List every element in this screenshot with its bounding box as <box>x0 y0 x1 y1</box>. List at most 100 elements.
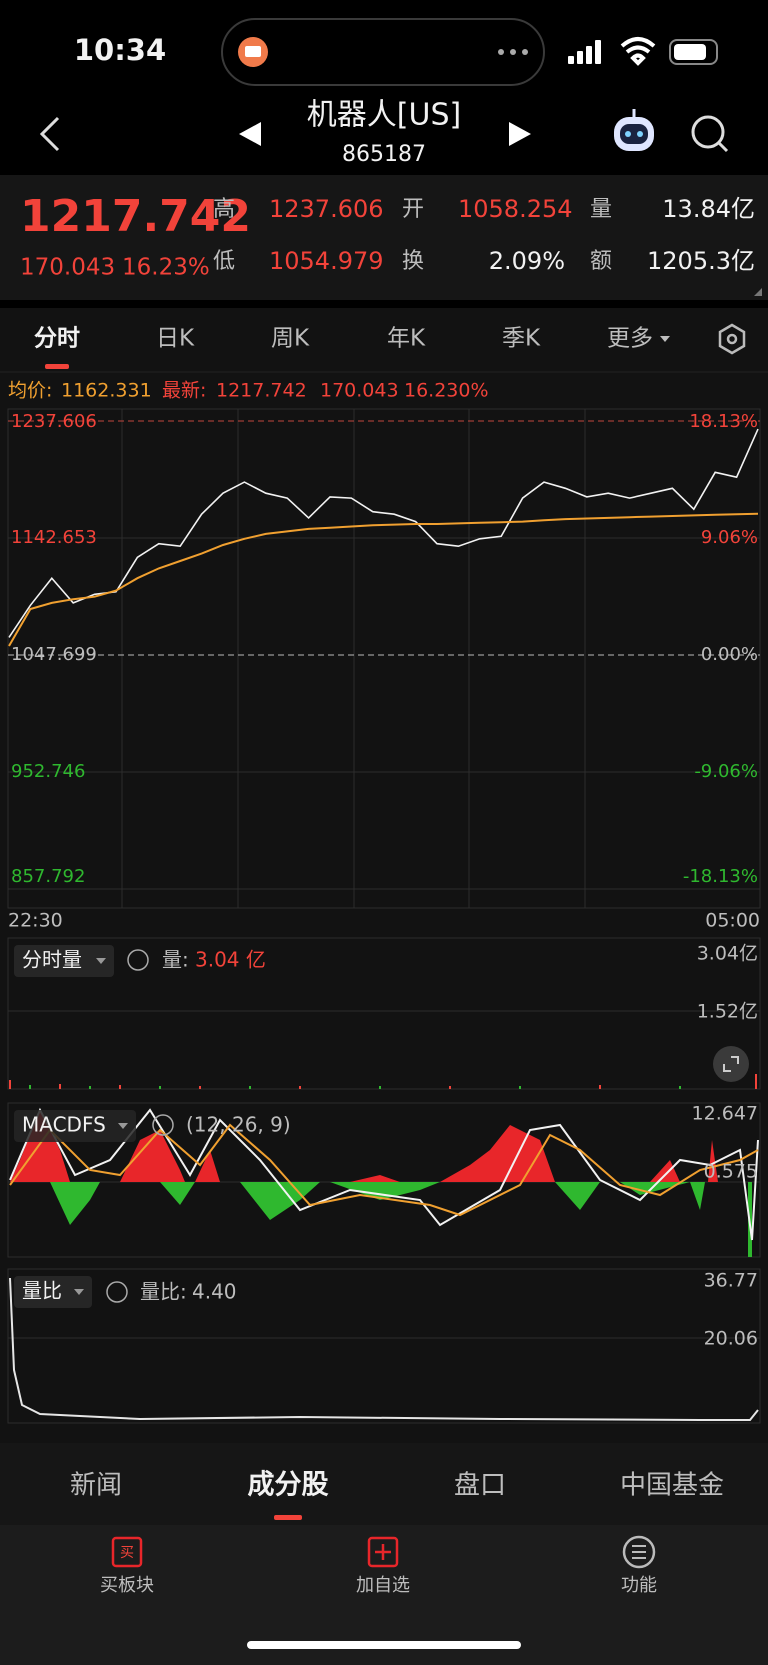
ratio-tick: 36.77 <box>704 1270 758 1292</box>
price-change: 170.043 <box>20 255 115 281</box>
volume-label: 量: <box>162 948 189 972</box>
volume-frame <box>7 937 761 1090</box>
volume-bars <box>29 1085 681 1089</box>
ratio-selector-label: 量比 <box>22 1279 62 1303</box>
buy-glyph: 买 <box>120 1545 134 1561</box>
tab[interactable]: 更多 <box>607 326 653 352</box>
tab-indicator <box>45 364 69 369</box>
y-tick-label: 1237.606 <box>11 411 97 432</box>
chart-frame <box>7 408 761 909</box>
separator <box>0 300 768 308</box>
battery-icon <box>669 39 718 65</box>
volume-bars <box>9 1074 757 1089</box>
tab[interactable]: 周K <box>271 326 310 352</box>
field-value: 1054.979 <box>269 247 384 275</box>
bottom-tabs-bg <box>0 1443 768 1525</box>
back-button[interactable] <box>39 116 60 152</box>
field-value: 13.84亿 <box>662 195 755 223</box>
assistant-icon[interactable] <box>614 109 654 151</box>
field-value: 2.09% <box>489 247 565 275</box>
bottom-tab-indicator <box>274 1515 302 1520</box>
more-caret <box>660 336 670 342</box>
search-button[interactable] <box>691 115 725 149</box>
tab-active[interactable]: 分时 <box>34 326 80 352</box>
y-tick-label: 1047.699 <box>11 644 97 665</box>
tab[interactable]: 年K <box>387 326 426 352</box>
field-label: 量 <box>590 197 612 222</box>
volume-selector-label: 分时量 <box>22 948 82 972</box>
menu-glyph <box>632 1545 646 1559</box>
field-value: 1205.3亿 <box>647 247 755 275</box>
bottom-tab[interactable]: 新闻 <box>70 1471 122 1501</box>
macd-hist <box>50 1182 752 1257</box>
macd-selector[interactable] <box>14 1110 136 1142</box>
expand-glyph <box>723 1056 739 1072</box>
bottom-tab[interactable]: 盘口 <box>454 1471 506 1501</box>
macd-tick: 0.575 <box>704 1161 758 1183</box>
help-icon[interactable] <box>106 1281 128 1303</box>
stock-title: 机器人[US] <box>307 98 461 133</box>
start-time: 22:30 <box>8 910 63 932</box>
macd-selector-label: MACDFS <box>22 1113 106 1137</box>
settings-dot <box>726 333 738 345</box>
ratio-line <box>9 1277 759 1421</box>
pct-tick-label: -18.13% <box>683 866 758 887</box>
tool-label[interactable]: 买板块 <box>100 1575 154 1596</box>
quote-bg <box>0 175 768 300</box>
field-label: 开 <box>402 197 424 222</box>
price-pct: 16.23% <box>122 255 210 281</box>
add-watch-icon[interactable] <box>367 1536 399 1568</box>
y-tick-label: 1142.653 <box>11 527 97 548</box>
expand-button[interactable] <box>713 1046 749 1082</box>
y-tick-label: 857.792 <box>11 866 85 887</box>
selector-caret <box>74 1289 84 1295</box>
latest-change: 170.043 <box>320 380 399 402</box>
volume-value: 3.04 亿 <box>195 948 266 972</box>
help-icon[interactable] <box>127 949 149 971</box>
field-label: 低 <box>213 249 235 274</box>
last-price: 1217.742 <box>20 191 251 242</box>
function-icon[interactable] <box>622 1535 656 1569</box>
macd-hist <box>10 1110 718 1182</box>
island-dots <box>498 49 528 55</box>
tool-label[interactable]: 加自选 <box>356 1575 410 1596</box>
signal-icon <box>568 40 601 64</box>
next-button[interactable] <box>509 122 531 146</box>
tab[interactable]: 季K <box>502 326 541 352</box>
prev-button[interactable] <box>239 122 261 146</box>
signal-line <box>9 1123 759 1217</box>
tool-label[interactable]: 功能 <box>621 1575 657 1596</box>
volume-tick: 1.52亿 <box>697 1001 758 1023</box>
settings-button[interactable] <box>718 323 746 355</box>
buy-sector-icon[interactable] <box>111 1536 143 1568</box>
end-time: 05:00 <box>705 910 760 932</box>
home-indicator <box>247 1641 521 1649</box>
selector-caret <box>118 1123 128 1129</box>
status-time: 10:34 <box>74 33 166 67</box>
avg-label: 均价: <box>8 380 52 402</box>
field-label: 高 <box>213 197 235 222</box>
bottom-tab[interactable]: 中国基金 <box>620 1471 724 1501</box>
help-icon[interactable] <box>152 1114 174 1136</box>
ratio-value: 4.40 <box>192 1280 237 1304</box>
plus-glyph <box>375 1544 391 1560</box>
y-tick-label: 952.746 <box>11 761 85 782</box>
ratio-label: 量比: <box>140 1280 187 1304</box>
volume-selector[interactable] <box>14 945 114 977</box>
ratio-selector[interactable] <box>14 1276 92 1308</box>
stock-code: 865187 <box>342 142 426 167</box>
macd-tick: 12.647 <box>692 1103 758 1125</box>
latest-value: 1217.742 <box>216 380 307 402</box>
latest-pct: 16.230% <box>404 380 489 402</box>
battery-level <box>674 44 706 60</box>
macd-params: (12, 26, 9) <box>186 1113 291 1137</box>
avg-value: 1162.331 <box>61 380 152 402</box>
bottom-tab-active[interactable]: 成分股 <box>248 1470 329 1501</box>
tab[interactable]: 日K <box>156 326 195 352</box>
latest-label: 最新: <box>162 380 206 402</box>
ratio-tick: 20.06 <box>704 1328 758 1350</box>
volume-tick: 3.04亿 <box>697 943 758 965</box>
field-label: 换 <box>402 249 424 274</box>
search-handle <box>717 141 729 153</box>
